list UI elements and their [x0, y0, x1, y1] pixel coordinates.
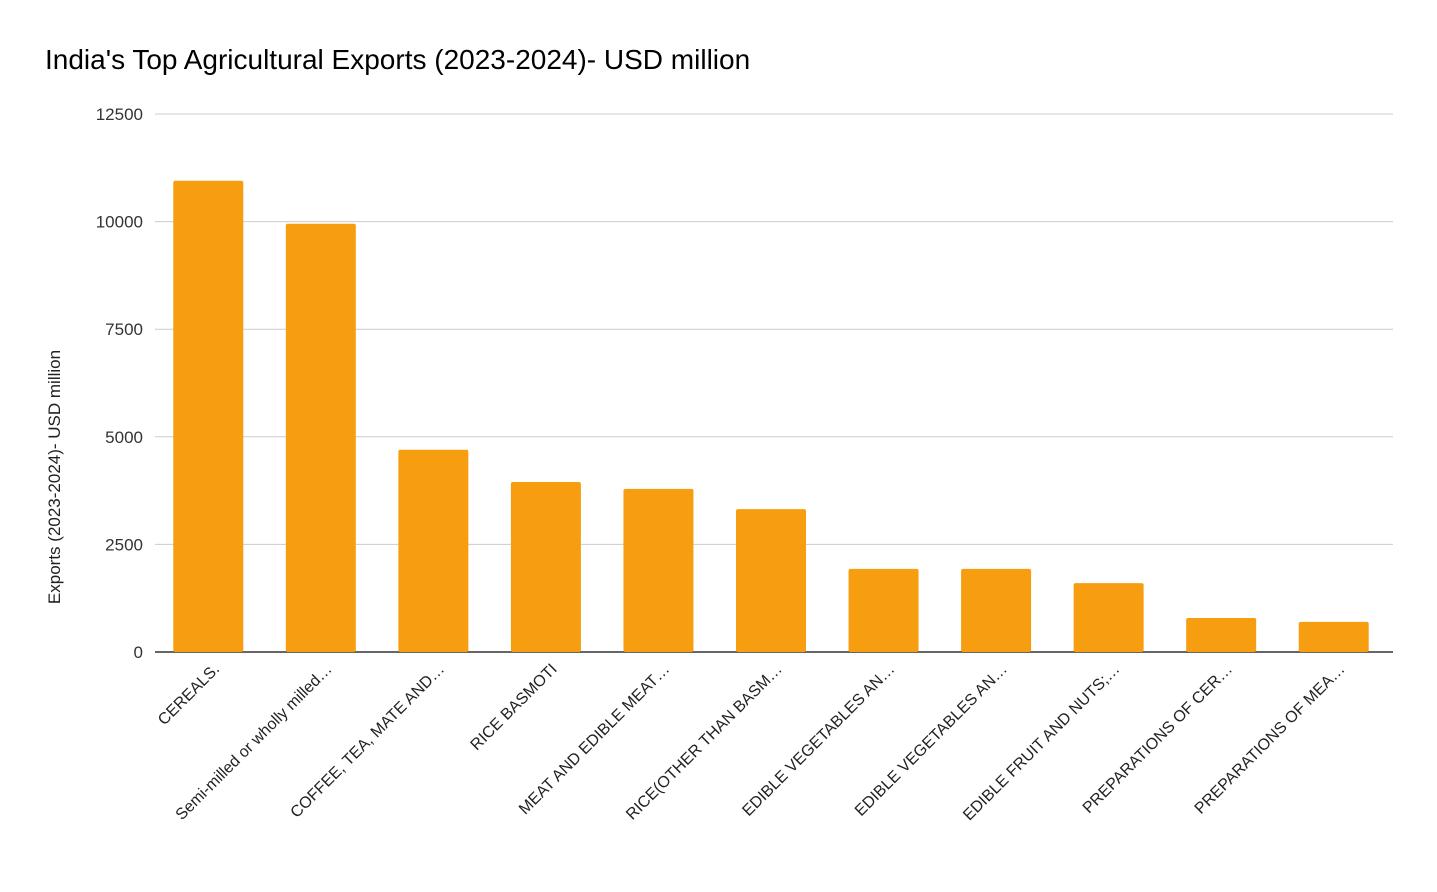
y-tick-label: 10000	[96, 213, 143, 232]
y-tick-label: 0	[134, 643, 143, 662]
chart-title: India's Top Agricultural Exports (2023-2…	[45, 44, 750, 75]
bar	[961, 568, 1032, 652]
y-tick-label: 2500	[105, 535, 143, 554]
y-tick-label: 12500	[96, 105, 143, 124]
bar	[623, 488, 694, 652]
bar	[736, 509, 806, 652]
bar	[510, 481, 581, 652]
bar	[1073, 583, 1144, 652]
bar	[285, 223, 356, 652]
bar	[1186, 617, 1257, 652]
x-tick-label: CEREALS.	[155, 661, 223, 729]
y-tick-label: 5000	[105, 428, 143, 447]
y-axis-label: Exports (2023-2024)- USD million	[45, 350, 64, 604]
bar	[398, 449, 469, 652]
y-tick-label: 7500	[105, 320, 143, 339]
bar	[848, 568, 919, 652]
bar	[1298, 621, 1369, 652]
x-tick-label: RICE BASMOTI	[468, 661, 561, 754]
bar	[173, 180, 244, 652]
